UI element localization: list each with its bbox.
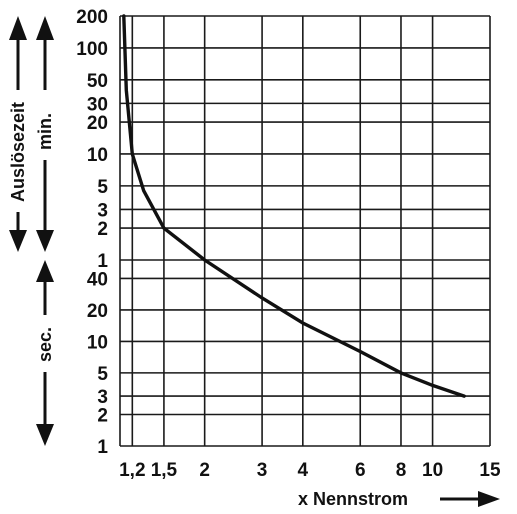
y-tick-label-minutes: 100 xyxy=(76,39,108,60)
x-tick-label: 3 xyxy=(257,460,268,481)
x-tick-label: 1,2 xyxy=(119,460,145,481)
y-axis-title-group: Auslösezeit xyxy=(8,16,28,252)
x-axis-title: x Nennstrom xyxy=(298,489,408,509)
seconds-unit-label: sec. xyxy=(35,327,55,362)
y-tick-label-minutes: 30 xyxy=(87,94,108,115)
chart-grid xyxy=(119,15,491,447)
x-tick-label: 15 xyxy=(479,460,501,481)
x-tick-label: 2 xyxy=(199,460,210,481)
y-tick-label-seconds: 3 xyxy=(97,387,108,408)
minutes-range-indicator: min. xyxy=(35,16,55,252)
y-tick-label-seconds: 10 xyxy=(87,332,108,353)
x-axis-title-group: x Nennstrom xyxy=(298,489,500,509)
y-tick-label-seconds: 2 xyxy=(97,406,108,427)
y-tick-label-seconds: 5 xyxy=(97,364,108,385)
minutes-unit-label: min. xyxy=(35,113,55,150)
y-tick-label-minutes: 200 xyxy=(76,7,108,28)
x-tick-label: 1,5 xyxy=(151,460,178,481)
x-tick-label: 6 xyxy=(355,460,366,481)
y-tick-label-minutes: 5 xyxy=(97,177,108,198)
y-tick-label-seconds: 1 xyxy=(97,437,108,458)
seconds-range-indicator: sec. xyxy=(35,260,55,446)
y-tick-label-minutes: 2 xyxy=(97,219,108,240)
y-tick-label-minutes: 1 xyxy=(97,251,108,272)
y-tick-label-seconds: 40 xyxy=(87,269,108,290)
x-tick-label: 4 xyxy=(298,460,309,481)
trip-curve-line xyxy=(122,14,466,398)
y-axis-title: Auslösezeit xyxy=(8,102,28,202)
x-tick-labels: 1,2 1,5 2 3 4 6 8 10 15 xyxy=(119,460,501,481)
y-tick-label-minutes: 50 xyxy=(87,71,108,92)
y-tick-label-minutes: 10 xyxy=(87,145,108,166)
x-tick-label: 8 xyxy=(396,460,407,481)
x-tick-label: 10 xyxy=(422,460,443,481)
y-tick-label-minutes: 3 xyxy=(97,200,108,221)
y-tick-label-seconds: 20 xyxy=(87,301,108,322)
y-tick-label-minutes: 20 xyxy=(87,113,108,134)
